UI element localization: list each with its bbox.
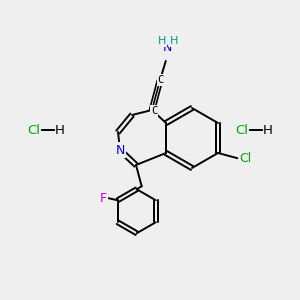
Text: C: C: [158, 75, 164, 85]
Text: H: H: [169, 36, 178, 46]
Text: C: C: [151, 106, 157, 116]
Text: F: F: [100, 192, 107, 205]
Text: H: H: [55, 124, 65, 136]
Text: Cl: Cl: [239, 152, 251, 165]
Text: H: H: [263, 124, 273, 136]
Text: Cl: Cl: [236, 124, 248, 136]
Text: N: N: [115, 143, 125, 157]
Text: H: H: [158, 36, 166, 46]
Text: N: N: [163, 40, 172, 53]
Text: Cl: Cl: [28, 124, 40, 136]
